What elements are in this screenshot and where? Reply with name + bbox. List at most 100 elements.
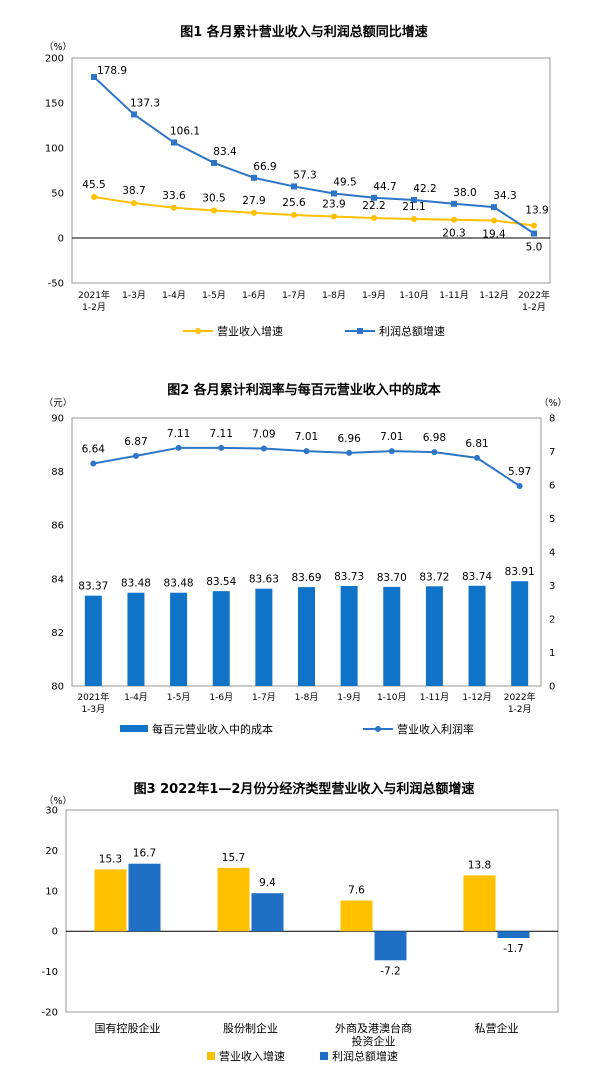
chart2-x-tick-1: 1-4月	[124, 692, 148, 703]
profit-data-label: 49.5	[333, 176, 356, 188]
cost-bar	[340, 586, 358, 686]
cost-data-label: 83.48	[121, 578, 151, 590]
chart2-y-tick-right: 3	[549, 581, 555, 592]
margin-data-label: 7.11	[167, 428, 190, 440]
revenue-point	[411, 216, 417, 223]
legend-cost-swatch	[120, 725, 148, 732]
chart2-x-tick-2: 1-5月	[167, 692, 191, 703]
chart3-y-tick: -10	[42, 967, 58, 978]
legend3-profit-swatch	[320, 1052, 328, 1060]
cost-bar	[84, 595, 102, 686]
chart3-x-tick-3: 私营企业	[475, 1021, 519, 1035]
chart2-y-tick-right: 6	[549, 481, 555, 492]
chart2-y-tick-left: 86	[51, 521, 64, 532]
margin-data-label: 6.98	[423, 432, 446, 444]
revenue-bar-label: 7.6	[348, 884, 365, 896]
margin-data-label: 6.87	[124, 436, 147, 448]
revenue-point	[371, 215, 377, 222]
chart2-title: 图2 各月累计利润率与每百元营业收入中的成本	[167, 382, 441, 398]
cost-data-label: 83.37	[78, 581, 108, 593]
profit-data-label: 83.4	[213, 146, 237, 158]
chart2-y-tick-right: 1	[549, 648, 555, 659]
revenue-point	[331, 213, 337, 220]
chart3-x-tick-2: 外商及港澳台商	[335, 1021, 412, 1035]
profit-data-label: 106.1	[170, 126, 200, 138]
profit-bar	[374, 931, 407, 961]
chart1-x-tick-9: 1-11月	[439, 290, 468, 301]
margin-point	[431, 449, 438, 456]
profit-data-label: 42.2	[413, 183, 436, 195]
revenue-bar-label: 15.3	[99, 853, 122, 865]
revenue-bar-label: 15.7	[222, 852, 245, 864]
cost-data-label: 83.73	[334, 571, 364, 583]
profit-point	[331, 190, 337, 197]
margin-point	[474, 454, 481, 461]
margin-data-label: 6.64	[82, 444, 106, 456]
profit-point	[451, 200, 457, 207]
chart2-y-axis-left: 90 88 86 84 82 80	[51, 414, 64, 693]
chart1-x-tick-6: 1-8月	[322, 290, 346, 301]
margin-point	[260, 445, 267, 452]
cost-data-label: 83.70	[377, 572, 407, 584]
margin-data-label: 6.81	[465, 438, 488, 450]
chart3-x-tick-0: 国有控股企业	[95, 1021, 161, 1035]
chart1-x-tick-0: 2021年	[78, 289, 110, 301]
profit-bar	[497, 931, 530, 939]
chart2-legend: 每百元营业收入中的成本 营业收入利润率	[120, 722, 474, 736]
margin-data-label: 7.09	[252, 428, 275, 440]
chart2-x-tick-10: 2022年	[504, 691, 536, 703]
cost-bar	[170, 592, 188, 686]
chart2-y-tick-right: 7	[549, 447, 555, 458]
revenue-point	[251, 209, 257, 216]
chart1-x-tick-3: 1-5月	[202, 290, 226, 301]
chart1-y-tick: 200	[45, 54, 64, 65]
revenue-data-label: 21.1	[402, 201, 425, 213]
chart3-y-tick: 30	[45, 806, 58, 817]
cost-data-label: 83.91	[505, 566, 535, 578]
profit-bar	[128, 863, 161, 932]
chart3-y-tick: 10	[45, 886, 58, 897]
legend3-revenue-swatch	[207, 1052, 215, 1060]
margin-data-label: 6.96	[337, 433, 361, 445]
cost-bar	[255, 588, 273, 686]
chart2-line: 6.64 6.87 7.11 7.11 7.09 7.01 6.96 7.01 6.98 6.81…	[82, 428, 531, 490]
profit-point	[171, 139, 177, 146]
revenue-data-label: 30.5	[202, 193, 225, 205]
revenue-point	[131, 200, 137, 207]
chart2-x-tick-5: 1-8月	[295, 692, 319, 703]
chart2-y-tick-left: 82	[51, 628, 64, 639]
chart2-x-tick-6: 1-9月	[337, 692, 361, 703]
cost-data-label: 83.54	[206, 576, 236, 588]
chart1-unit: （%）	[44, 41, 72, 53]
chart2-x-tick-3: 1-6月	[209, 692, 233, 703]
margin-point	[90, 460, 97, 467]
figure-3: 图3 2022年1—2月份分经济类型营业收入与利润总额增速 （%） 30 20 10…	[42, 781, 559, 1063]
profit-bar-label: 16.7	[133, 848, 156, 860]
revenue-growth-line	[93, 196, 535, 227]
revenue-bar	[340, 900, 373, 932]
chart3-x-tick-1: 股份制企业	[223, 1021, 278, 1035]
chart2-x-tick-4: 1-7月	[252, 692, 276, 703]
cost-bar	[298, 587, 315, 686]
chart3-bars: 15.3 15.7 7.6 13.8 16.7 9.4 -7.2 -1.7	[94, 848, 530, 977]
chart2-y-tick-right: 5	[549, 514, 555, 525]
cost-bar	[212, 591, 230, 686]
chart3-legend: 营业收入增速 利润总额增速	[207, 1049, 398, 1063]
figure-1: 图1 各月累计营业收入与利润总额同比增速 （%） 200 150 100 50 0 -50…	[44, 24, 551, 338]
legend3-profit-label: 利润总额增速	[332, 1049, 398, 1063]
chart3-title: 图3 2022年1—2月份分经济类型营业收入与利润总额增速	[134, 781, 475, 797]
legend-cost-label: 每百元营业收入中的成本	[152, 722, 273, 736]
cost-bar	[468, 585, 486, 686]
chart1-x-tick-0: 1-2月	[82, 302, 106, 313]
chart1-x-tick-10: 1-12月	[479, 290, 508, 301]
profit-data-label: 34.3	[493, 190, 516, 202]
chart2-y-tick-left: 90	[51, 414, 64, 425]
revenue-data-label: 38.7	[122, 185, 145, 197]
profit-point	[531, 230, 537, 237]
chart3-y-tick: 20	[45, 846, 58, 857]
profit-data-label: 137.3	[130, 97, 160, 109]
revenue-data-label: 23.9	[322, 198, 345, 210]
chart3-y-tick: 0	[52, 927, 58, 938]
chart2-x-tick-10: 1-2月	[508, 704, 532, 715]
